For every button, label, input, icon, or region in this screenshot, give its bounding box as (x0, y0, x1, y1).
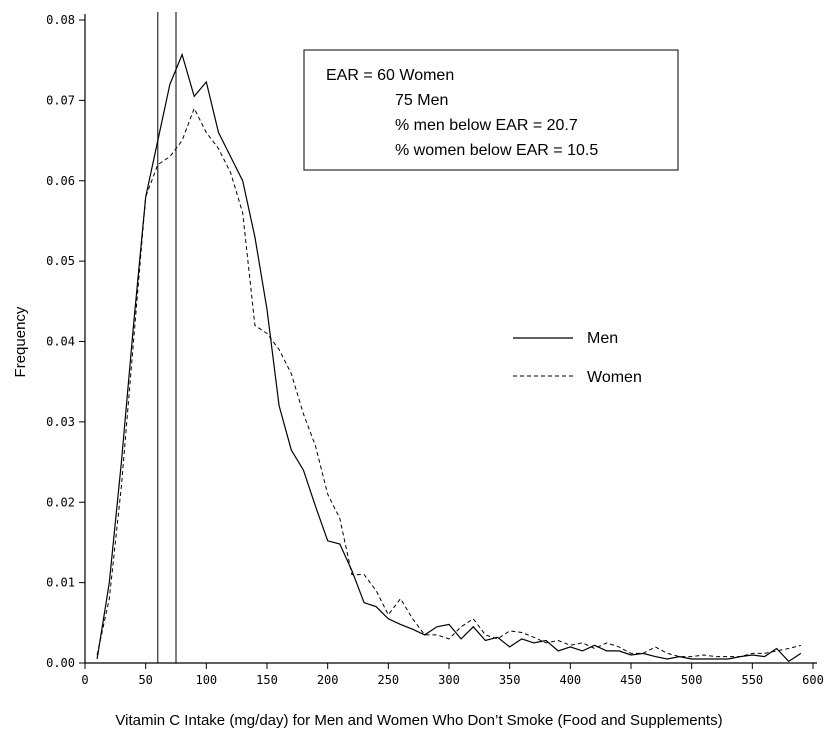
y-tick-label: 0.01 (46, 576, 75, 590)
y-tick-label: 0.03 (46, 415, 75, 429)
y-tick-label: 0.02 (46, 495, 75, 509)
legend-men-label: Men (587, 330, 618, 347)
x-tick-label: 550 (741, 673, 763, 687)
plot-area: 0.00 0.01 0.02 0.03 0.04 0.05 0.06 0.07 0.08 0 50 1… (46, 12, 824, 687)
y-axis-label: Frequency (12, 306, 29, 377)
annotation-line-4: % women below EAR = 10.5 (395, 142, 598, 159)
x-tick-label: 100 (195, 673, 217, 687)
y-tick-label: 0.06 (46, 174, 75, 188)
y-tick-label: 0.08 (46, 13, 75, 27)
x-tick-label: 250 (377, 673, 399, 687)
x-tick-label: 600 (802, 673, 824, 687)
y-tick-label: 0.04 (46, 335, 75, 349)
x-tick-label: 200 (317, 673, 339, 687)
x-tick-label: 450 (620, 673, 642, 687)
annotation-line-2: 75 Men (395, 92, 448, 109)
x-tick-label: 50 (138, 673, 152, 687)
x-tick-label: 350 (499, 673, 521, 687)
x-tick-label: 400 (559, 673, 581, 687)
x-tick-label: 300 (438, 673, 460, 687)
x-tick-label: 500 (681, 673, 703, 687)
x-tick-label: 150 (256, 673, 278, 687)
x-axis-label: Vitamin C Intake (mg/day) for Men and Wo… (115, 712, 722, 729)
legend-women-label: Women (587, 369, 642, 386)
y-tick-label: 0.07 (46, 93, 75, 107)
x-tick-label: 0 (81, 673, 88, 687)
series-line-women (96, 107, 802, 658)
y-tick-label: 0.05 (46, 254, 75, 268)
legend: Men Women (513, 330, 642, 386)
annotation-box: EAR = 60 Women 75 Men % men below EAR = … (303, 49, 679, 171)
annotation-line-3: % men below EAR = 20.7 (395, 117, 578, 134)
annotation-line-1: EAR = 60 Women (326, 67, 454, 84)
annotation-frame (303, 49, 679, 171)
series-line-men (96, 52, 802, 663)
y-tick-label: 0.00 (46, 656, 75, 670)
